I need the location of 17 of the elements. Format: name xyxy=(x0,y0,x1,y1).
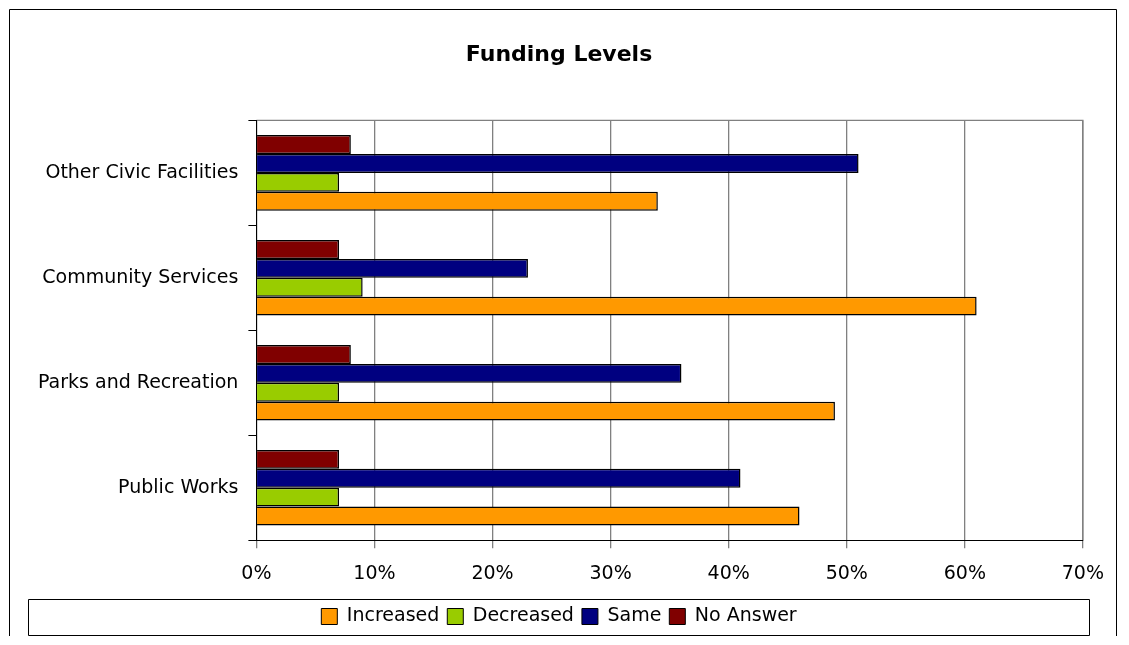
x-tick-label: 50% xyxy=(825,560,868,583)
x-tick-label: 10% xyxy=(353,560,396,583)
legend-label: Increased xyxy=(346,603,440,626)
y-tick-label: Public Works xyxy=(118,474,239,497)
legend-label: Same xyxy=(607,603,662,626)
x-tick-label: 30% xyxy=(589,560,632,583)
y-tick-label: Parks and Recreation xyxy=(38,369,239,392)
y-tick-label: Other Civic Facilities xyxy=(45,159,239,182)
x-tick-label: 0% xyxy=(241,560,272,583)
y-tick-label: Community Services xyxy=(42,264,239,287)
chart-title: Funding Levels xyxy=(465,40,653,66)
x-tick-label: 60% xyxy=(943,560,986,583)
x-tick-label: 40% xyxy=(707,560,750,583)
x-tick-label: 70% xyxy=(1061,560,1104,583)
legend-label: Decreased xyxy=(472,603,574,626)
legend-label: No Answer xyxy=(694,603,797,626)
x-tick-label: 20% xyxy=(471,560,514,583)
